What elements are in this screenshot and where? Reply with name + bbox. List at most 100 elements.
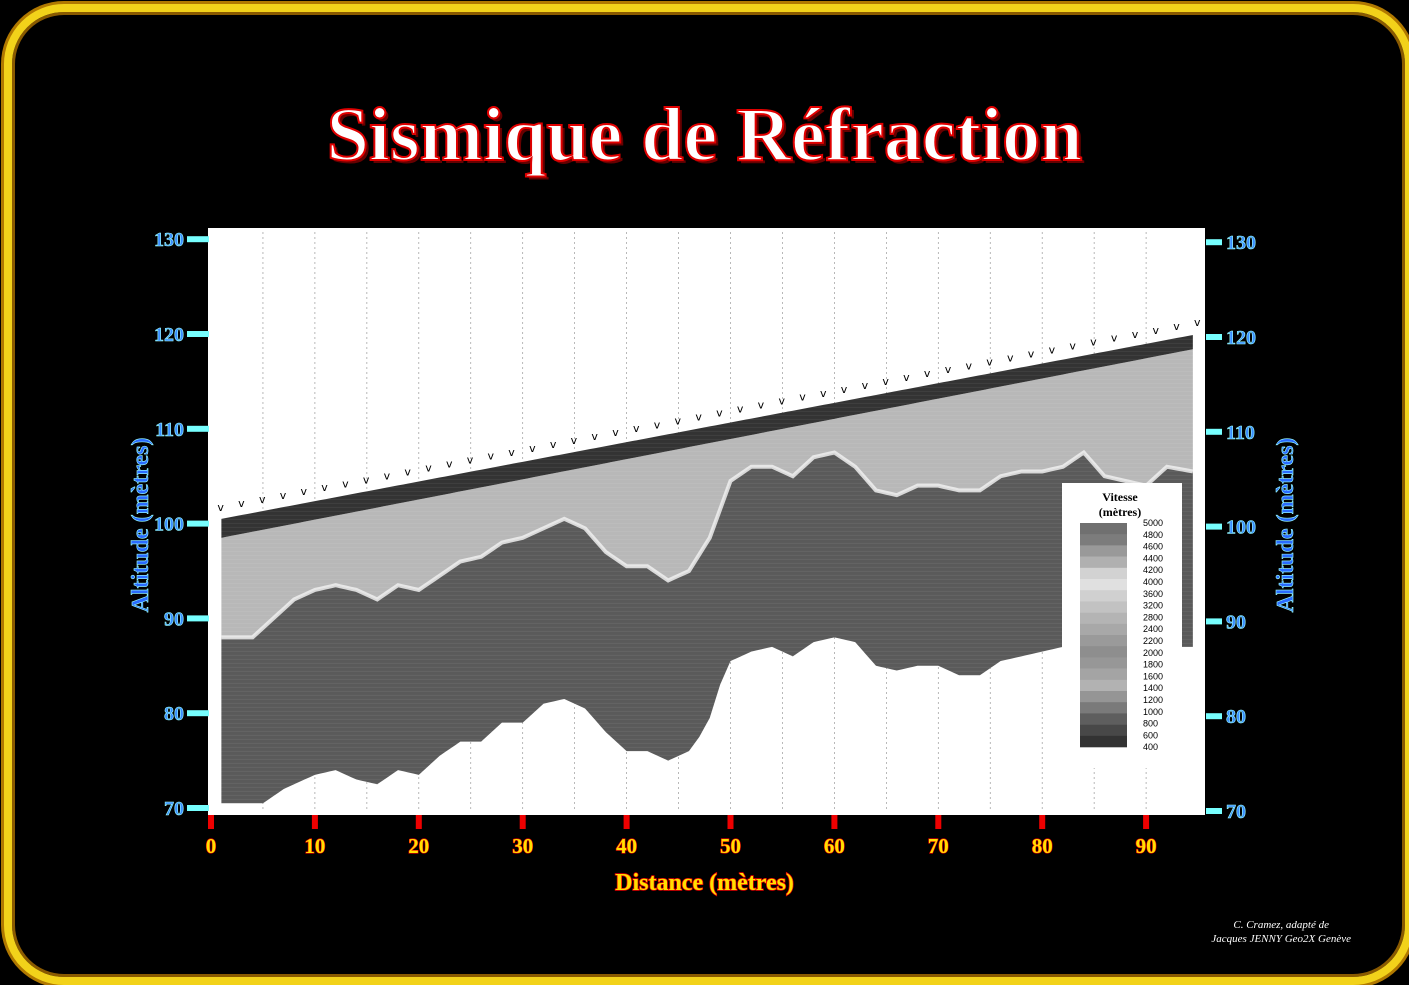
legend-label: 1000: [1143, 707, 1163, 717]
geophone-marker: v: [425, 462, 432, 475]
legend-swatch: [1080, 545, 1127, 557]
x-tick-label: 10: [304, 834, 325, 858]
y-tick-left: [187, 425, 209, 432]
legend-swatch: [1080, 612, 1127, 625]
legend-swatch: [1080, 567, 1127, 580]
geophone-marker: v: [882, 375, 889, 388]
geophone-marker: v: [238, 497, 245, 510]
legend-swatch: [1080, 713, 1127, 725]
legend-label: 1800: [1143, 660, 1163, 670]
x-axis-label: Distance (mètres): [615, 870, 794, 896]
y-tick-label-left: 80: [164, 703, 184, 725]
x-tick: [1039, 815, 1046, 829]
legend-label: 4400: [1143, 553, 1163, 563]
y-tick-label-left: 90: [164, 608, 184, 630]
geophone-marker: v: [965, 359, 972, 372]
legend-swatch: [1080, 601, 1127, 613]
y-tick-label-right: 130: [1226, 232, 1256, 254]
credit: C. Cramez, adapté de Jacques JENNY Geo2X…: [1211, 918, 1351, 946]
geophone-marker: v: [363, 473, 370, 486]
geophone-marker: v: [342, 477, 349, 490]
legend-swatch: [1080, 691, 1127, 703]
geophone-marker: v: [799, 391, 806, 404]
geophone-marker: v: [1049, 344, 1056, 357]
x-tick-label: 20: [408, 834, 429, 858]
geophone-marker: v: [945, 363, 952, 376]
x-tick: [935, 815, 942, 829]
legend-label: 800: [1143, 719, 1158, 729]
middle-layer: [221, 349, 1193, 638]
geophone-marker: v: [675, 414, 682, 427]
y-tick-left: [187, 615, 209, 622]
y-tick-left: [187, 710, 209, 717]
y-tick-left: [187, 331, 209, 337]
y-tick-right: [1206, 713, 1222, 720]
y-tick-label-right: 70: [1226, 801, 1246, 823]
legend-label: 2000: [1143, 648, 1163, 658]
geophone-marker: v: [841, 383, 848, 396]
credit-line-1: C. Cramez, adapté de: [1233, 919, 1330, 931]
geophone-marker: v: [778, 395, 785, 408]
legend-swatch: [1080, 523, 1127, 535]
geophone-marker: v: [1132, 328, 1139, 341]
x-tick-label: 60: [824, 834, 845, 858]
y-tick-left: [187, 805, 209, 811]
x-tick: [519, 815, 526, 829]
x-tick-label: 70: [928, 834, 949, 858]
x-tick-label: 80: [1032, 834, 1053, 858]
geophone-marker: v: [1152, 324, 1159, 337]
geophone-marker: v: [571, 434, 578, 447]
legend-swatch: [1080, 635, 1127, 647]
geophone-marker: v: [529, 442, 536, 455]
geophone-marker: v: [1194, 316, 1201, 329]
legend-swatch: [1080, 702, 1127, 714]
geophone-marker: v: [695, 410, 702, 423]
geophone-marker: v: [1069, 340, 1076, 353]
geophone-marker: v: [508, 446, 515, 459]
legend-swatch: [1080, 668, 1127, 681]
y-tick-right: [1206, 523, 1222, 530]
x-tick: [831, 815, 838, 829]
x-tick-label: 0: [206, 834, 217, 858]
legend-label: 1600: [1143, 671, 1163, 681]
geophone-marker: v: [924, 367, 931, 380]
y-tick-label-right: 120: [1226, 327, 1256, 349]
geophone-marker: v: [716, 406, 723, 419]
y-tick-right: [1206, 334, 1222, 340]
legend-label: 2800: [1143, 612, 1163, 622]
geophone-marker: v: [1090, 336, 1097, 349]
geophone-marker: v: [654, 418, 661, 431]
credit-line-2: Jacques JENNY Geo2X Genève: [1211, 933, 1351, 945]
geophone-marker: v: [633, 422, 640, 435]
y-tick-label-left: 120: [154, 324, 184, 346]
legend-label: 4800: [1143, 530, 1163, 540]
x-tick: [311, 815, 318, 829]
geophone-marker: v: [1028, 347, 1035, 360]
geophone-marker: v: [488, 450, 495, 463]
legend-label: 2400: [1143, 624, 1163, 634]
legend-swatch: [1080, 534, 1127, 546]
legend-label: 400: [1143, 742, 1158, 752]
top-layer: [221, 334, 1193, 538]
geophone-marker: v: [862, 379, 869, 392]
legend-label: 1200: [1143, 695, 1163, 705]
geophone-marker: v: [1173, 320, 1180, 333]
legend-label: 2200: [1143, 636, 1163, 646]
refractor-layer: [221, 452, 1193, 804]
geophone-marker: v: [301, 485, 308, 498]
x-tick: [1143, 815, 1150, 829]
legend-swatch: [1080, 724, 1127, 737]
y-tick-label-left: 130: [154, 229, 184, 251]
slide-title: Sismique de Réfraction: [326, 92, 1084, 178]
legend-title: (mètres): [1099, 505, 1141, 519]
y-axis-label-right: Altitude (mètres): [1273, 438, 1299, 613]
legend-swatch: [1080, 579, 1127, 591]
geophone-marker: v: [1007, 351, 1014, 364]
geophone-marker: v: [591, 430, 598, 443]
y-tick-right: [1206, 428, 1222, 435]
geophone-marker: v: [612, 426, 619, 439]
legend-label: 4200: [1143, 565, 1163, 575]
y-tick-right: [1206, 618, 1222, 625]
geophone-marker: v: [1111, 332, 1118, 345]
y-tick-label-right: 110: [1226, 422, 1255, 444]
